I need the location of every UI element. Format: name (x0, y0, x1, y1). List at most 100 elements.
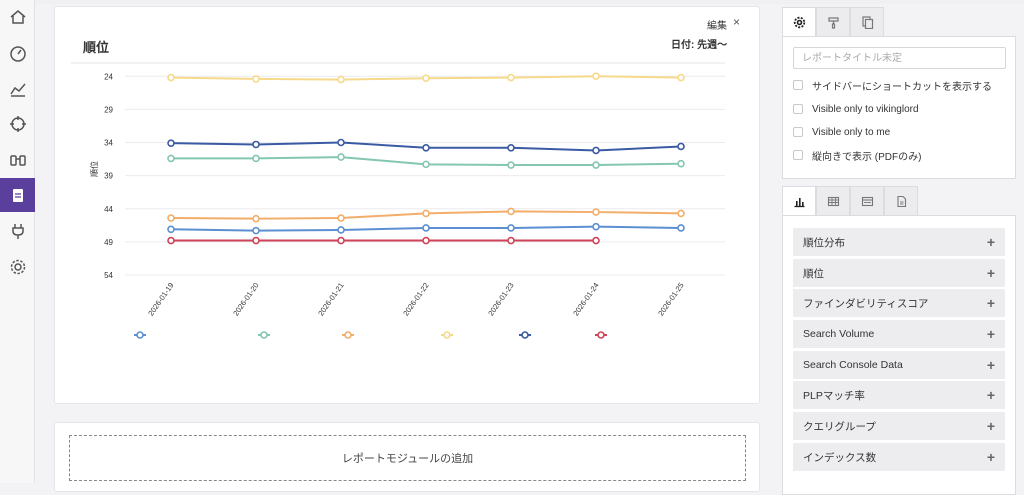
module-label: Search Volume (803, 328, 875, 340)
plus-icon[interactable]: + (986, 326, 995, 342)
data-point (422, 236, 430, 245)
tab-copy[interactable] (850, 7, 884, 37)
data-point (592, 72, 600, 81)
data-point (252, 226, 260, 235)
data-point (422, 209, 430, 218)
option-label: サイドバーにショートカットを表示する (812, 81, 992, 93)
date-range-label[interactable]: 日付: 先週〜 (671, 40, 728, 51)
trend-chart-icon[interactable] (0, 72, 35, 106)
x-tick-label: 2026-01-20 (231, 281, 260, 318)
option-sidebar-shortcut[interactable]: サイドバーにショートカットを表示する (793, 77, 992, 93)
y-tick-label: 44 (104, 205, 113, 214)
data-point (677, 209, 685, 218)
y-tick-label: 49 (104, 238, 113, 247)
plus-icon[interactable]: + (986, 418, 995, 434)
plus-icon[interactable]: + (986, 265, 995, 281)
settings-tabs (782, 7, 884, 37)
data-point (252, 75, 260, 83)
table-icon (827, 196, 839, 207)
data-point (592, 208, 600, 216)
plug-icon[interactable] (0, 214, 35, 248)
crosshair-icon[interactable] (0, 107, 35, 141)
data-point (167, 214, 175, 222)
module-item-query-group[interactable]: クエリグループ + (793, 412, 1005, 441)
option-visible-me[interactable]: Visible only to me (793, 124, 890, 140)
settings-gear-icon[interactable] (0, 250, 35, 284)
tab-chart-modules[interactable] (782, 186, 816, 216)
module-item-search-volume[interactable]: Search Volume + (793, 320, 1005, 349)
plus-icon[interactable]: + (986, 295, 995, 311)
module-label: クエリグループ (803, 420, 876, 433)
x-tick-label: 2026-01-21 (316, 281, 345, 318)
gear-icon (793, 16, 805, 29)
module-item-plp-match-rate[interactable]: PLPマッチ率 + (793, 381, 1005, 410)
tab-pdf-modules[interactable] (884, 186, 918, 216)
data-point (507, 236, 515, 245)
module-label: ファインダビリティスコア (803, 297, 929, 310)
legend-marker (443, 331, 451, 339)
plus-icon[interactable]: + (986, 449, 995, 465)
module-list-panel: 順位分布 + 順位 + ファインダビリティスコア + Search Volume… (782, 215, 1016, 495)
home-icon[interactable] (0, 0, 35, 34)
card-title: 順位 (83, 40, 110, 55)
edit-link[interactable]: 編集 (707, 21, 727, 32)
left-sidebar (0, 0, 35, 483)
checkbox[interactable] (793, 80, 803, 90)
data-point (167, 139, 175, 147)
x-tick-label: 2026-01-22 (401, 281, 430, 318)
data-point (337, 214, 345, 222)
pdf-file-icon (896, 195, 906, 208)
add-module-card: レポートモジュールの追加 (54, 422, 760, 492)
data-point (252, 236, 260, 245)
tab-style[interactable] (816, 7, 850, 37)
legend-marker (597, 331, 605, 339)
data-point (592, 161, 600, 169)
close-icon[interactable]: × (733, 15, 741, 29)
add-module-button[interactable]: レポートモジュールの追加 (69, 435, 746, 481)
plus-icon[interactable]: + (986, 387, 995, 403)
module-item-search-console-data[interactable]: Search Console Data + (793, 351, 1005, 380)
dashboard-icon[interactable] (0, 36, 35, 70)
plus-icon[interactable]: + (986, 234, 995, 250)
y-axis-label: 順位 (89, 161, 99, 177)
module-item-rank-distribution[interactable]: 順位分布 + (793, 228, 1005, 257)
tab-table-modules[interactable] (816, 186, 850, 216)
checkbox[interactable] (793, 104, 803, 114)
settings-panel: サイドバーにショートカットを表示する Visible only to vikin… (782, 36, 1016, 179)
y-tick-label: 29 (104, 105, 113, 114)
legend-marker (521, 331, 529, 339)
module-item-findability-score[interactable]: ファインダビリティスコア + (793, 289, 1005, 318)
data-point (422, 144, 430, 152)
rank-report-card: 順位 編集 × 日付: 先週〜 24 29 34 39 44 49 54 順位 2026-01-… (54, 6, 760, 404)
checkbox[interactable] (793, 150, 803, 160)
y-tick-label: 39 (104, 172, 113, 181)
option-portrait-pdf[interactable]: 縦向きで表示 (PDFのみ) (793, 147, 921, 163)
report-clipboard-icon[interactable] (0, 178, 35, 212)
data-point (167, 236, 175, 245)
module-item-rank[interactable]: 順位 + (793, 259, 1005, 288)
option-visible-vikinglord[interactable]: Visible only to vikinglord (793, 101, 919, 117)
tab-card-modules[interactable] (850, 186, 884, 216)
report-title-input[interactable] (793, 47, 1006, 69)
x-tick-label: 2026-01-23 (486, 281, 515, 318)
data-point (592, 236, 600, 245)
option-label: 縦向きで表示 (PDFのみ) (812, 151, 922, 163)
module-item-index-count[interactable]: インデックス数 + (793, 443, 1005, 472)
y-tick-label: 24 (104, 72, 113, 81)
bar-chart-icon (794, 198, 804, 208)
data-point (337, 138, 345, 147)
data-point (592, 222, 600, 231)
data-point (592, 146, 600, 155)
legend-marker (260, 331, 268, 339)
option-label: Visible only to vikinglord (812, 103, 919, 115)
top-strip (35, 0, 1024, 4)
binoculars-icon[interactable] (0, 142, 35, 176)
plus-icon[interactable]: + (986, 357, 995, 373)
data-point (677, 224, 685, 232)
data-point (337, 226, 345, 234)
tab-general-settings[interactable] (782, 7, 816, 37)
module-tabs (782, 186, 918, 216)
checkbox[interactable] (793, 127, 803, 137)
data-point (337, 236, 345, 245)
data-point (507, 73, 515, 82)
